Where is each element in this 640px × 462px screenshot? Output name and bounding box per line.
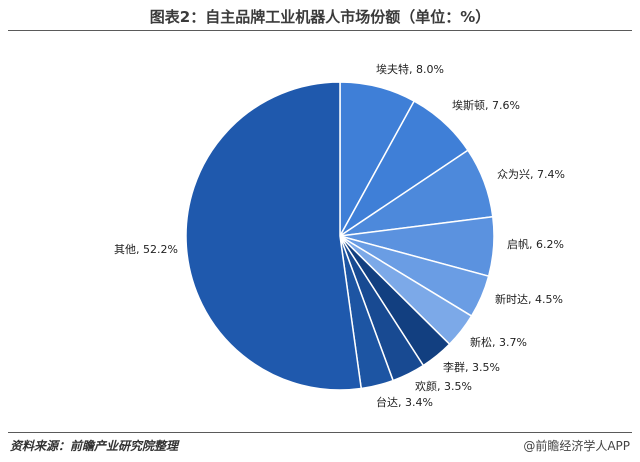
slice-label-5: 新时达, 4.5% bbox=[495, 292, 563, 306]
slice-label-7: 李群, 3.5% bbox=[443, 360, 500, 374]
pie-slice-10 bbox=[185, 81, 363, 391]
slice-label-9: 台达, 3.4% bbox=[376, 395, 433, 409]
slice-label-4: 启帆, 6.2% bbox=[507, 237, 564, 251]
slice-label-6: 新松, 3.7% bbox=[470, 335, 527, 349]
slice-label-2: 埃斯顿, 7.6% bbox=[452, 98, 520, 112]
slice-label-8: 欢颜, 3.5% bbox=[415, 379, 472, 393]
slice-label-3: 众为兴, 7.4% bbox=[497, 168, 565, 181]
brand-watermark: @前瞻经济学人APP bbox=[523, 439, 630, 453]
footer-divider bbox=[8, 432, 632, 433]
source-note: 资料来源：前瞻产业研究院整理 bbox=[10, 439, 179, 453]
slice-label-10: 其他, 52.2% bbox=[114, 243, 178, 256]
chart-title: 图表2：自主品牌工业机器人市场份额（单位：%） bbox=[149, 8, 491, 26]
slice-label-1: 埃夫特, 8.0% bbox=[376, 62, 444, 76]
title-divider bbox=[8, 30, 632, 31]
